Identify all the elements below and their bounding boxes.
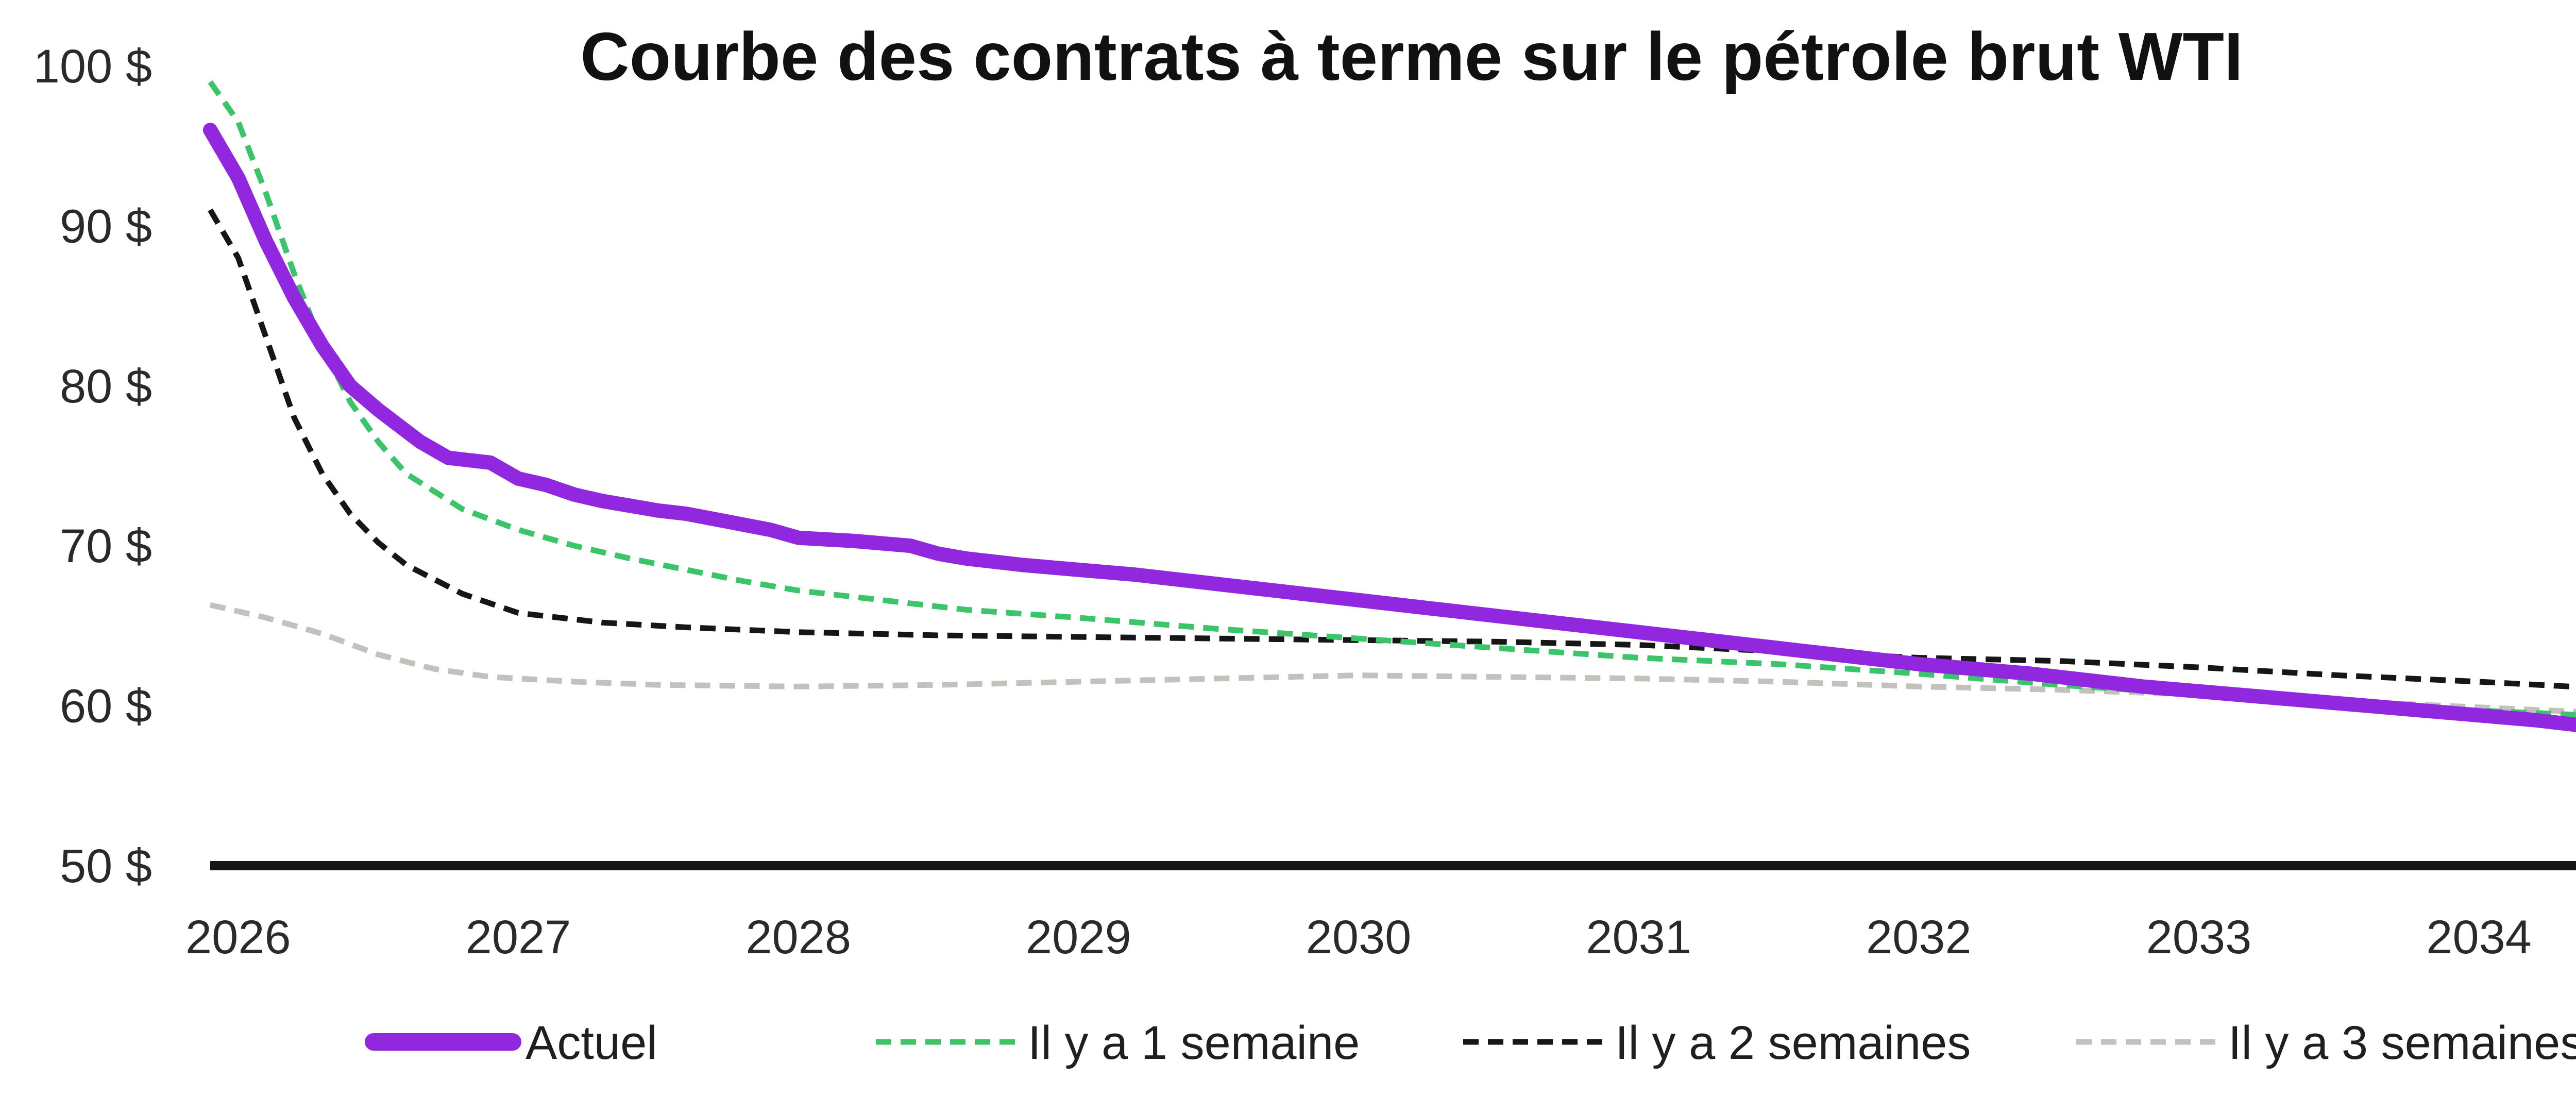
y-axis-ticks: 50 $ 60 $ 70 $ 80 $ 90 $ 100 $ bbox=[33, 40, 152, 892]
series-line-0 bbox=[203, 123, 2576, 732]
chart-title: Courbe des contrats à terme sur le pétro… bbox=[580, 19, 2243, 94]
x-tick-label: 2030 bbox=[1306, 911, 1412, 964]
legend-label-2: Il y a 2 semaines bbox=[1615, 1017, 1971, 1069]
y-tick-label: 60 $ bbox=[60, 680, 152, 733]
x-tick-label: 2029 bbox=[1026, 911, 1131, 964]
series-line-2 bbox=[208, 208, 2576, 690]
legend-label-0: Actuel bbox=[526, 1017, 657, 1069]
x-tick-label: 2033 bbox=[2146, 911, 2252, 964]
legend-label-3: Il y a 3 semaines bbox=[2228, 1017, 2576, 1069]
y-tick-label: 100 $ bbox=[33, 40, 152, 93]
x-tick-label: 2032 bbox=[1866, 911, 1972, 964]
y-tick-label: 90 $ bbox=[60, 200, 152, 252]
x-tick-label: 2026 bbox=[185, 911, 291, 964]
x-tick-label: 2034 bbox=[2426, 911, 2532, 964]
x-tick-label: 2027 bbox=[466, 911, 571, 964]
series-line-1 bbox=[208, 80, 2576, 718]
series-layer bbox=[203, 80, 2576, 732]
x-tick-label: 2028 bbox=[745, 911, 851, 964]
legend-label-1: Il y a 1 semaine bbox=[1028, 1017, 1360, 1069]
y-tick-label: 70 $ bbox=[60, 520, 152, 572]
x-axis-ticks: 2026 2027 2028 2029 2030 2031 2032 2033 2034 bbox=[185, 911, 2532, 964]
y-tick-label: 50 $ bbox=[60, 840, 152, 892]
x-tick-label: 2031 bbox=[1586, 911, 1691, 964]
y-tick-label: 80 $ bbox=[60, 360, 152, 413]
legend: Actuel Il y a 1 semaine Il y a 2 semaines I… bbox=[365, 1017, 2576, 1069]
